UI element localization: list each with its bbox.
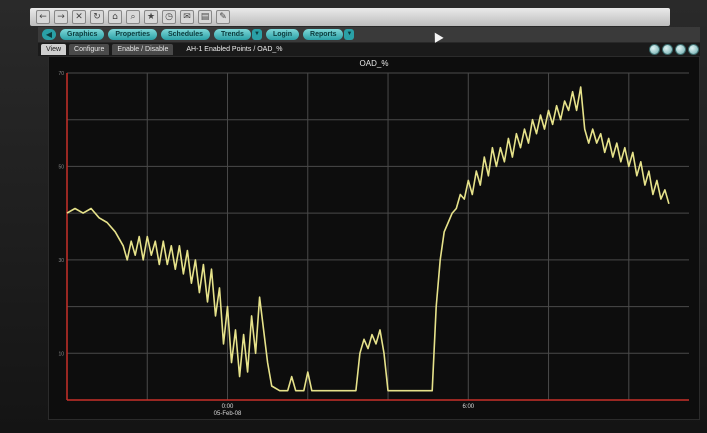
minimize-icon[interactable] — [662, 44, 673, 55]
back-icon[interactable]: ← — [36, 10, 50, 24]
forward-icon[interactable]: → — [54, 10, 68, 24]
back-button[interactable]: ◀ — [42, 29, 56, 40]
refresh-icon[interactable]: ↻ — [90, 10, 104, 24]
trend-panel: OAD_% 10 30 50 70 0:00 05-Feb-08 6:00 — [48, 56, 700, 420]
browser-toolbar: ← → ✕ ↻ ⌂ ⌕ ★ ◷ ✉ ▤ ✎ — [30, 8, 670, 26]
nav-reports-button[interactable]: Reports — [303, 29, 344, 40]
search-icon[interactable]: ⌕ — [126, 10, 140, 24]
home-icon[interactable]: ⌂ — [108, 10, 122, 24]
nav-schedules-button[interactable]: Schedules — [160, 29, 210, 40]
x-tick-date-label: 05-Feb-08 — [214, 411, 242, 417]
history-icon[interactable]: ◷ — [162, 10, 176, 24]
y-tick-label: 10 — [58, 351, 64, 357]
edit-icon[interactable]: ✎ — [216, 10, 230, 24]
series-line — [66, 86, 670, 392]
nav-bar: ◀ Graphics Properties Schedules Trends ▼… — [38, 27, 700, 42]
chart-title: OAD_% — [359, 59, 389, 68]
y-tick-label: 70 — [58, 71, 64, 77]
x-tick-label: 0:00 — [222, 404, 234, 410]
stop-icon[interactable]: ✕ — [72, 10, 86, 24]
help-icon[interactable] — [649, 44, 660, 55]
maximize-icon[interactable] — [675, 44, 686, 55]
mail-icon[interactable]: ✉ — [180, 10, 194, 24]
close-icon[interactable] — [688, 44, 699, 55]
nav-login-button[interactable]: Login — [265, 29, 300, 40]
y-tick-label: 30 — [58, 258, 64, 264]
trends-dropdown-icon[interactable]: ▼ — [251, 29, 262, 40]
favorites-icon[interactable]: ★ — [144, 10, 158, 24]
tab-bar: View Configure Enable / Disable AH-1 Ena… — [38, 43, 700, 56]
breadcrumb: AH-1 Enabled Points / OAD_% — [186, 46, 283, 53]
reports-dropdown-icon[interactable]: ▼ — [344, 29, 355, 40]
nav-trends-button[interactable]: Trends — [214, 29, 251, 40]
y-tick-label: 50 — [58, 164, 64, 170]
print-icon[interactable]: ▤ — [198, 10, 212, 24]
tab-view[interactable]: View — [41, 44, 67, 55]
window-controls — [649, 44, 699, 55]
nav-graphics-button[interactable]: Graphics — [60, 29, 105, 40]
nav-properties-button[interactable]: Properties — [108, 29, 157, 40]
tab-configure[interactable]: Configure — [69, 44, 110, 55]
x-tick-label: 6:00 — [462, 404, 474, 410]
tab-enable-disable[interactable]: Enable / Disable — [112, 44, 174, 55]
